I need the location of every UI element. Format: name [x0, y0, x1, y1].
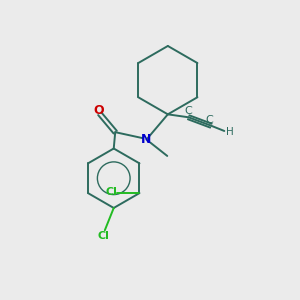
- Text: H: H: [226, 128, 234, 137]
- Text: O: O: [93, 104, 104, 117]
- Text: Cl: Cl: [106, 187, 118, 197]
- Text: C: C: [206, 115, 213, 125]
- Text: Cl: Cl: [98, 231, 109, 241]
- Text: N: N: [141, 133, 152, 146]
- Text: C: C: [185, 106, 193, 116]
